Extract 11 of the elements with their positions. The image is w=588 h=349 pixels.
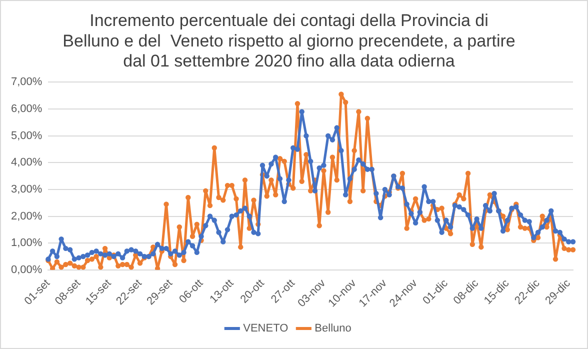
- y-tick-label: 0,00%: [10, 264, 42, 276]
- chart-title: Incremento percentuale dei contagi della Provincia di Belluno e del Veneto rispetto al giorno precendete, a partire dal 01 settembre 2020 fino alla data odierna: [62, 10, 516, 71]
- legend-label: Belluno: [314, 322, 352, 335]
- y-tick-label: 2,00%: [10, 210, 42, 222]
- y-tick-label: 3,00%: [10, 183, 42, 196]
- y-tick-label: 6,00%: [10, 103, 42, 116]
- y-tick-label: 4,00%: [10, 156, 42, 169]
- y-tick-label: 7,00%: [10, 76, 42, 88]
- y-tick-label: 1,00%: [10, 237, 42, 250]
- y-tick-label: 5,00%: [10, 130, 42, 142]
- legend-label: VENETO: [243, 322, 289, 335]
